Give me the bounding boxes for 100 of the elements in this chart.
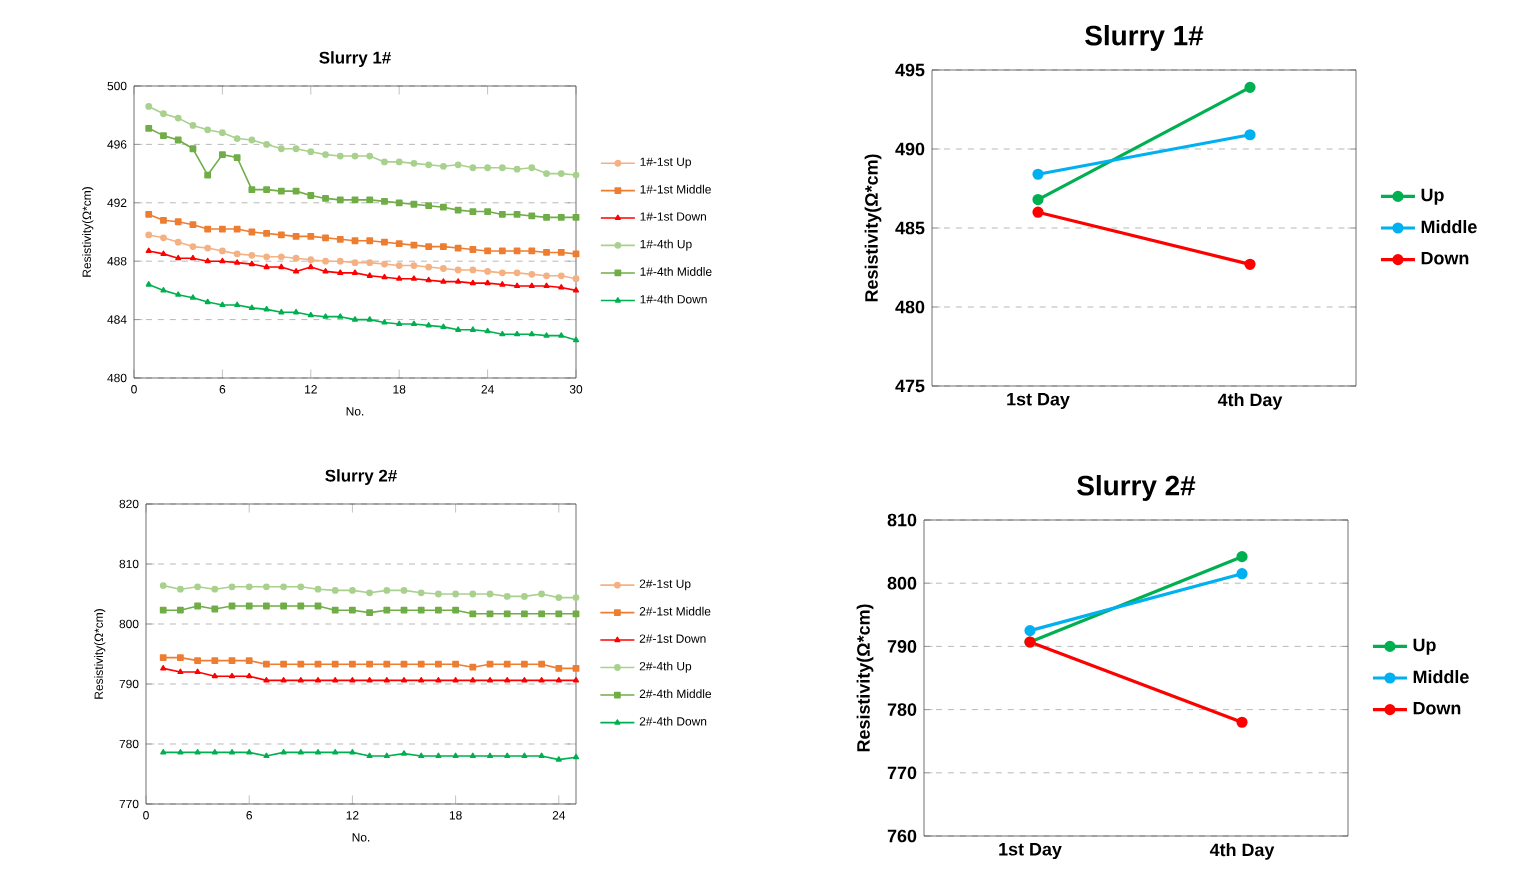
point bbox=[248, 228, 256, 236]
point bbox=[292, 187, 300, 195]
point bbox=[351, 152, 359, 160]
point bbox=[1244, 258, 1256, 270]
point bbox=[211, 585, 219, 593]
point bbox=[538, 660, 545, 668]
y-tick-label: 475 bbox=[895, 379, 925, 393]
point bbox=[513, 165, 521, 173]
point bbox=[557, 213, 565, 221]
point bbox=[366, 196, 374, 204]
legend-label: Up bbox=[1413, 638, 1436, 655]
point bbox=[189, 243, 197, 250]
point bbox=[349, 586, 356, 594]
point bbox=[145, 124, 153, 132]
point bbox=[572, 250, 580, 258]
point bbox=[233, 135, 241, 142]
point bbox=[395, 158, 403, 166]
y-tick-label: 780 bbox=[887, 703, 917, 716]
point bbox=[322, 195, 329, 202]
point bbox=[555, 664, 563, 672]
point bbox=[486, 590, 494, 598]
point bbox=[435, 660, 442, 668]
point bbox=[189, 221, 197, 229]
y-axis-title: Resistivity(Ω*cm) bbox=[856, 604, 874, 752]
point bbox=[572, 275, 580, 283]
point bbox=[469, 610, 477, 618]
point bbox=[503, 660, 511, 668]
point bbox=[331, 586, 339, 594]
chart-title: Slurry 1# bbox=[319, 51, 391, 67]
point bbox=[543, 272, 550, 280]
point bbox=[145, 211, 153, 218]
point bbox=[513, 269, 521, 277]
point bbox=[498, 164, 506, 172]
point bbox=[219, 151, 226, 159]
point bbox=[469, 164, 477, 172]
point bbox=[177, 585, 184, 593]
point bbox=[159, 606, 167, 614]
point bbox=[383, 586, 391, 594]
point bbox=[204, 225, 212, 233]
point bbox=[486, 610, 494, 618]
point bbox=[233, 225, 241, 233]
point bbox=[469, 266, 477, 274]
point bbox=[292, 145, 300, 153]
point bbox=[454, 206, 462, 214]
point bbox=[280, 583, 287, 591]
point bbox=[292, 254, 300, 262]
point bbox=[521, 610, 528, 618]
point bbox=[503, 592, 511, 600]
point bbox=[454, 266, 462, 274]
point bbox=[498, 211, 506, 218]
point bbox=[1032, 193, 1044, 206]
point bbox=[555, 594, 563, 601]
point bbox=[1024, 625, 1036, 637]
point bbox=[400, 606, 408, 614]
point bbox=[572, 171, 580, 179]
point bbox=[454, 244, 462, 252]
point bbox=[263, 583, 270, 591]
point bbox=[248, 186, 256, 194]
point bbox=[145, 103, 153, 110]
point bbox=[336, 257, 344, 265]
point bbox=[452, 660, 459, 668]
point bbox=[572, 664, 580, 672]
point bbox=[557, 249, 565, 256]
x-tick-label: 4th Day bbox=[1209, 843, 1275, 860]
point bbox=[543, 249, 550, 256]
point bbox=[366, 237, 374, 245]
point bbox=[410, 200, 418, 208]
point bbox=[322, 151, 329, 159]
point bbox=[307, 192, 315, 199]
point bbox=[211, 657, 219, 664]
point bbox=[159, 654, 167, 661]
point bbox=[425, 263, 433, 271]
point bbox=[498, 247, 506, 255]
point bbox=[1236, 551, 1248, 563]
point bbox=[572, 594, 580, 601]
point bbox=[160, 132, 167, 140]
point bbox=[557, 272, 565, 280]
point bbox=[331, 606, 339, 614]
point bbox=[233, 154, 241, 161]
point bbox=[245, 657, 253, 664]
point bbox=[381, 197, 388, 205]
point bbox=[440, 203, 447, 211]
y-tick-label: 485 bbox=[895, 221, 925, 235]
point bbox=[204, 126, 212, 134]
legend-label: Middle bbox=[1413, 670, 1469, 684]
point bbox=[331, 660, 339, 668]
point bbox=[351, 196, 359, 204]
point bbox=[277, 253, 285, 261]
point bbox=[381, 260, 388, 268]
point bbox=[513, 211, 521, 218]
point bbox=[219, 129, 226, 137]
point bbox=[280, 660, 287, 668]
point bbox=[349, 660, 356, 668]
point bbox=[484, 164, 491, 172]
point bbox=[395, 262, 403, 269]
point bbox=[469, 663, 477, 671]
point bbox=[233, 250, 241, 258]
point bbox=[248, 251, 256, 259]
point bbox=[174, 114, 182, 122]
point bbox=[336, 196, 344, 204]
